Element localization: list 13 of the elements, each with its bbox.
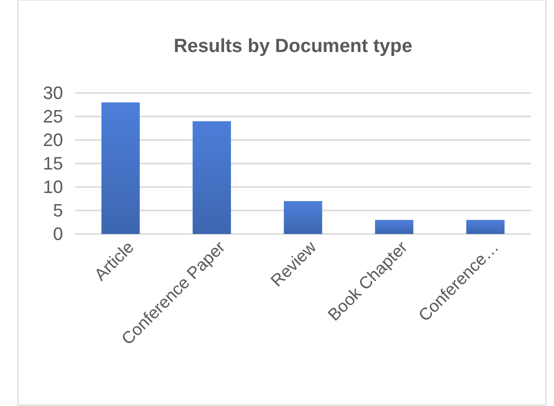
- bar: [192, 121, 231, 234]
- chart-title: Results by Document type: [174, 36, 412, 57]
- bar: [101, 102, 140, 234]
- y-tick-label: 30: [42, 82, 63, 103]
- bar: [375, 220, 414, 234]
- bar: [466, 220, 505, 234]
- y-tick-label: 10: [42, 176, 63, 197]
- y-tick-label: 15: [42, 153, 63, 174]
- y-tick-label: 25: [42, 106, 63, 126]
- y-tick-label: 5: [52, 200, 63, 220]
- bar: [284, 201, 322, 234]
- y-tick-label: 0: [52, 224, 63, 244]
- y-tick-label: 20: [42, 130, 63, 150]
